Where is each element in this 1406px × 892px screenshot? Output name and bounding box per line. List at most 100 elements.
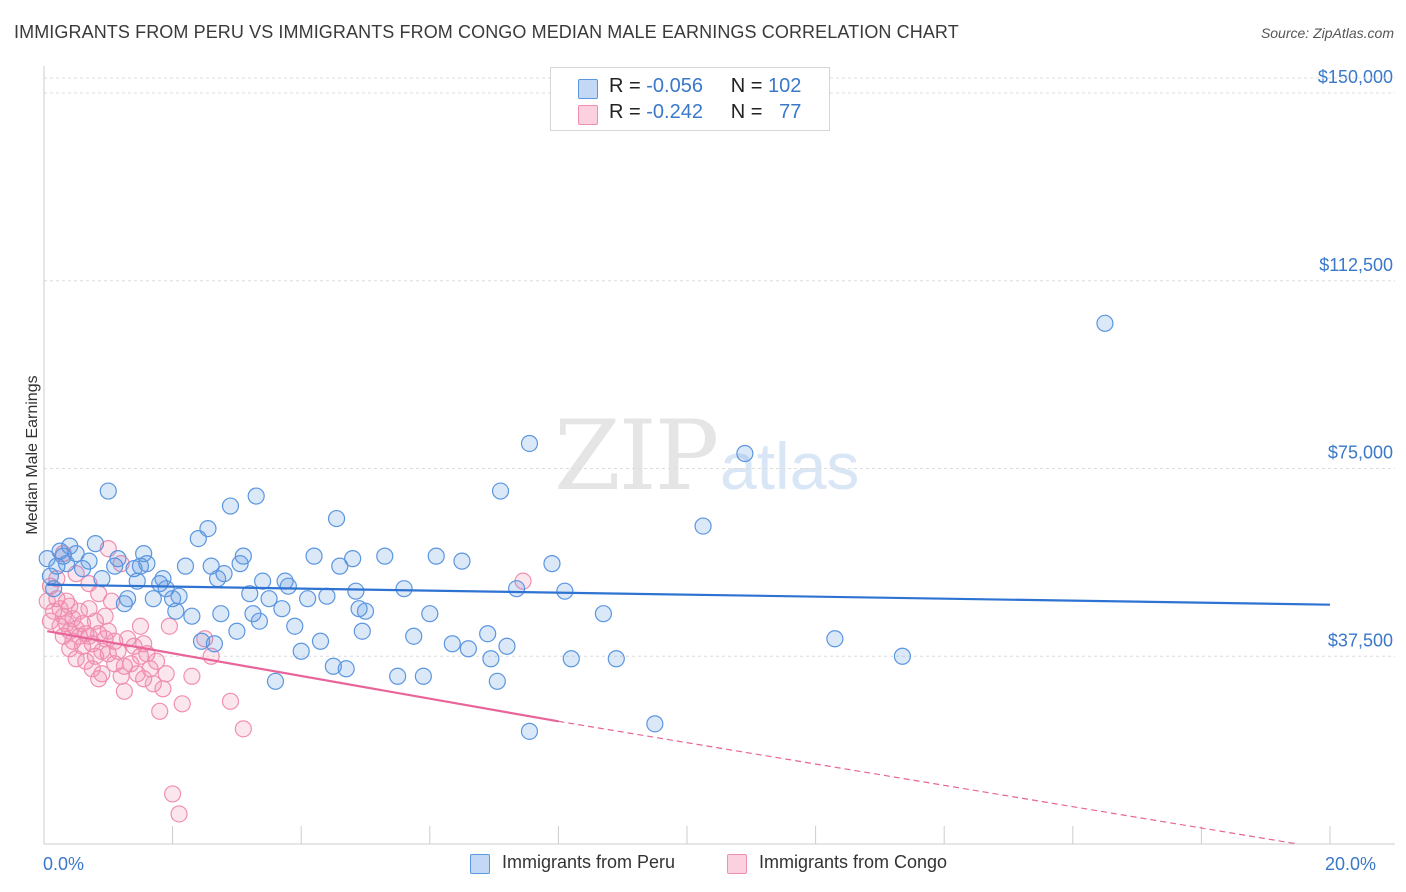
peru-legend-icon bbox=[470, 854, 490, 874]
peru-point bbox=[324, 657, 342, 675]
peru-point bbox=[427, 547, 445, 565]
peru-point bbox=[167, 602, 185, 620]
peru-point bbox=[279, 577, 297, 595]
peru-point bbox=[1096, 314, 1114, 332]
congo-point bbox=[151, 702, 169, 720]
peru-point bbox=[459, 640, 477, 658]
congo-point bbox=[115, 682, 133, 700]
peru-point bbox=[266, 672, 285, 690]
peru-point bbox=[199, 519, 217, 538]
peru-point bbox=[453, 552, 471, 570]
peru-point bbox=[694, 517, 712, 535]
peru-point bbox=[45, 580, 63, 598]
congo-point bbox=[80, 600, 98, 618]
congo-point bbox=[160, 617, 178, 635]
peru-point bbox=[736, 444, 754, 463]
peru-point bbox=[491, 482, 510, 500]
congo-swatch-icon bbox=[578, 105, 598, 125]
congo-point bbox=[93, 665, 111, 683]
peru-trend-line bbox=[47, 583, 1331, 606]
congo-point bbox=[144, 675, 162, 693]
x-tick-label-min: 0.0% bbox=[43, 854, 85, 874]
peru-point bbox=[556, 582, 574, 600]
congo-trend-line bbox=[47, 630, 559, 723]
peru-point bbox=[479, 625, 497, 643]
congo-point bbox=[48, 590, 66, 608]
peru-point bbox=[646, 715, 664, 733]
peru-point bbox=[247, 487, 265, 505]
peru-point bbox=[205, 635, 223, 653]
congo-point bbox=[96, 607, 114, 625]
congo-point bbox=[196, 630, 214, 648]
peru-point bbox=[221, 497, 240, 515]
watermark-atlas: atlas bbox=[720, 429, 860, 503]
congo-point bbox=[99, 622, 117, 640]
peru-point bbox=[520, 722, 539, 740]
peru-point bbox=[488, 672, 506, 690]
peru-point bbox=[389, 667, 407, 685]
n-value: 102 bbox=[768, 75, 802, 97]
peru-point bbox=[443, 635, 461, 653]
peru-point bbox=[562, 650, 580, 668]
peru-point bbox=[67, 545, 85, 563]
peru-legend-label: Immigrants from Peru bbox=[502, 852, 676, 872]
r-label: R = bbox=[609, 101, 641, 123]
peru-point bbox=[594, 605, 613, 623]
peru-point bbox=[607, 650, 625, 668]
congo-legend-icon bbox=[727, 854, 747, 874]
peru-point bbox=[520, 434, 539, 453]
r-value: -0.242 bbox=[646, 101, 703, 123]
peru-point bbox=[356, 602, 375, 620]
y-tick-label: $150,000 bbox=[1318, 67, 1393, 87]
peru-point bbox=[395, 580, 413, 598]
y-tick-label: $75,000 bbox=[1328, 443, 1393, 463]
peru-point bbox=[212, 605, 230, 623]
peru-point bbox=[498, 637, 516, 655]
congo-point bbox=[221, 692, 240, 710]
peru-point bbox=[893, 647, 912, 665]
peru-point bbox=[344, 550, 362, 568]
peru-point bbox=[299, 590, 317, 608]
congo-point bbox=[61, 640, 79, 658]
peru-point bbox=[260, 590, 278, 608]
source-label: Source: ZipAtlas.com bbox=[1260, 25, 1394, 41]
peru-point bbox=[86, 535, 105, 553]
peru-point bbox=[482, 650, 500, 668]
peru-point bbox=[228, 622, 246, 640]
peru-point bbox=[421, 605, 439, 623]
y-tick-label: $37,500 bbox=[1328, 630, 1393, 650]
congo-trend-extension bbox=[558, 720, 1298, 845]
peru-point bbox=[115, 595, 133, 613]
congo-point bbox=[173, 695, 191, 713]
r-label: R = bbox=[609, 75, 641, 97]
congo-point bbox=[170, 805, 188, 823]
peru-point bbox=[138, 555, 156, 573]
r-value: -0.056 bbox=[646, 75, 703, 97]
chart-title: IMMIGRANTS FROM PERU VS IMMIGRANTS FROM … bbox=[14, 22, 959, 42]
peru-point bbox=[318, 587, 336, 605]
congo-point bbox=[147, 652, 166, 670]
peru-point bbox=[273, 600, 291, 618]
peru-point bbox=[254, 572, 272, 590]
peru-point bbox=[331, 557, 349, 575]
congo-point bbox=[154, 680, 172, 698]
peru-point bbox=[286, 617, 304, 635]
congo-point bbox=[183, 667, 201, 685]
peru-point bbox=[144, 590, 162, 608]
peru-point bbox=[405, 627, 423, 645]
congo-legend-label: Immigrants from Congo bbox=[759, 852, 948, 872]
x-tick-label-max: 20.0% bbox=[1325, 854, 1377, 874]
congo-point bbox=[131, 617, 150, 635]
peru-point bbox=[292, 642, 310, 660]
peru-point bbox=[234, 547, 252, 565]
n-value: 77 bbox=[779, 101, 802, 123]
peru-point bbox=[118, 590, 137, 608]
peru-point bbox=[311, 632, 330, 650]
peru-point bbox=[414, 667, 432, 685]
y-tick-label: $112,500 bbox=[1319, 255, 1393, 275]
peru-point bbox=[215, 565, 233, 583]
peru-point bbox=[337, 660, 355, 678]
peru-point bbox=[192, 632, 211, 650]
peru-point bbox=[327, 509, 346, 528]
